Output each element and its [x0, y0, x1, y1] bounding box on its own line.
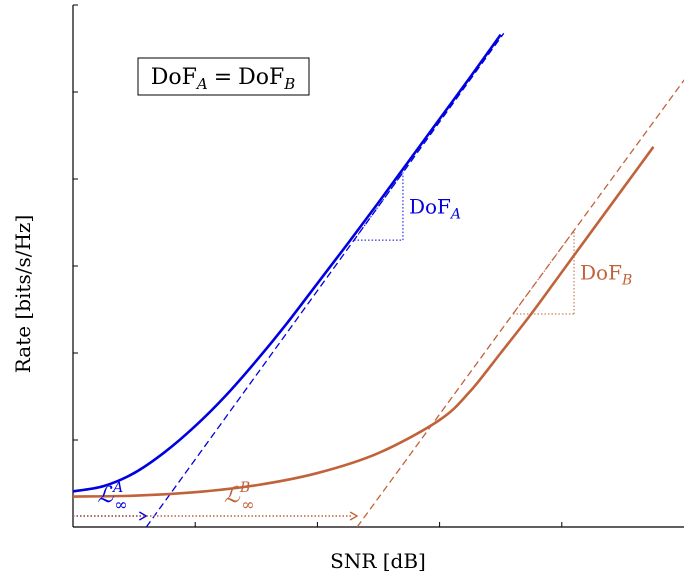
asymptote-b: [356, 79, 684, 527]
loss-label-b: ℒB ∞: [224, 480, 254, 514]
loss-label-a: ℒA ∞: [97, 480, 127, 514]
dof-label-a: DoFA: [409, 194, 461, 222]
dof-equality-box: DoFA = DoFB: [137, 57, 310, 96]
plot-area: DoFA DoFB ℒA ∞ ℒB ∞: [72, 4, 684, 528]
offset-arrowhead-a: [138, 511, 148, 521]
clipped-marks: [73, 32, 684, 527]
asymptote-a: [145, 32, 505, 527]
rate-curve-a: [73, 33, 502, 493]
dof-equality-text: DoFA = DoFB: [151, 65, 296, 93]
dof-label-b: DoFB: [580, 260, 632, 288]
x-axis-label: SNR [dB]: [330, 549, 426, 573]
y-axis-label: Rate [bits/s/Hz]: [11, 215, 35, 374]
rate-curve-b: [73, 146, 655, 498]
slope-hyp-a: [353, 172, 404, 241]
offset-arrowhead-b: [349, 511, 359, 521]
